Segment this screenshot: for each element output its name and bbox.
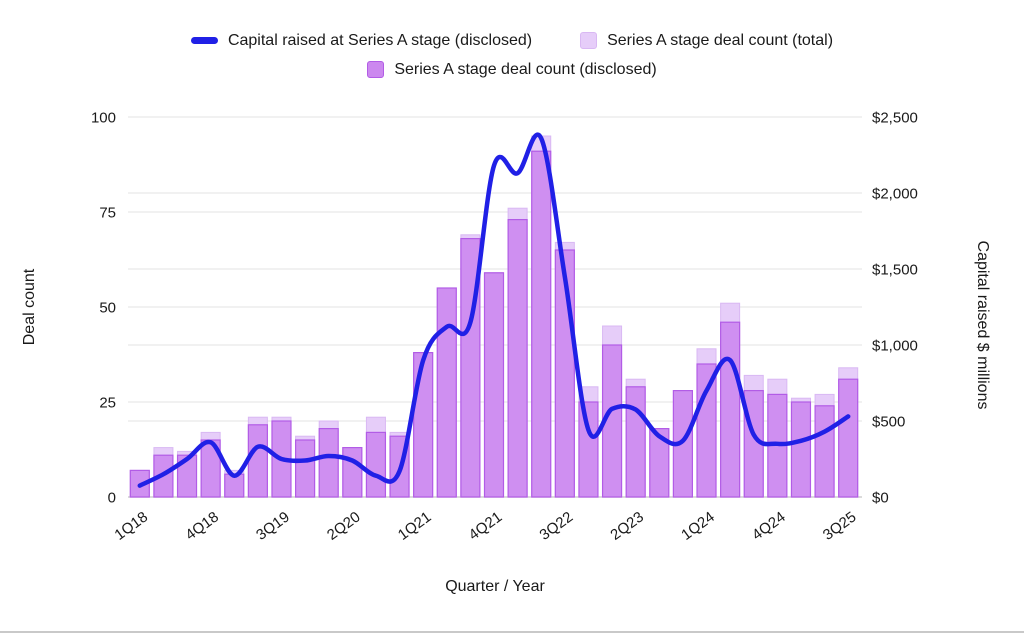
x-tick-label: 4Q18: [182, 508, 222, 543]
x-tick-label: 4Q21: [466, 508, 506, 543]
disclosed-bar: [365, 431, 387, 498]
legend-label-capital-line: Capital raised at Series A stage (disclo…: [227, 32, 533, 49]
disclosed-bar: [578, 401, 599, 498]
disclosed-bar: [294, 439, 316, 498]
line-swatch-icon: [190, 37, 218, 44]
disclosed-bar: [413, 352, 434, 498]
x-tick-label: 2Q20: [324, 508, 364, 543]
right-tick-label: $1,500: [872, 262, 918, 279]
x-tick-label: 2Q23: [607, 508, 647, 543]
disclosed-bar: [531, 150, 552, 498]
disclosed-bar: [318, 428, 339, 498]
disclosed-bar: [649, 428, 670, 498]
x-tick-label: 1Q18: [111, 508, 151, 543]
disclosed-bar: [342, 447, 363, 498]
x-axis-title: Quarter / Year: [445, 578, 545, 595]
disclosed-bar: [483, 272, 505, 498]
left-tick-label: 25: [99, 395, 116, 412]
bottom-divider: [0, 631, 1024, 633]
legend-row-1: Capital raised at Series A stage (disclo…: [190, 32, 833, 49]
disclosed-bar: [814, 405, 835, 498]
chart-legend: Capital raised at Series A stage (disclo…: [0, 32, 1024, 78]
x-tick-label: 1Q24: [678, 508, 718, 543]
x-tick-label: 3Q19: [253, 508, 293, 543]
left-tick-label: 100: [91, 110, 116, 127]
disclosed-swatch-icon: [367, 61, 385, 78]
legend-item-deal-count-total: Series A stage deal count (total): [580, 32, 833, 49]
right-tick-label: $2,500: [872, 110, 918, 127]
legend-item-deal-count-disclosed: Series A stage deal count (disclosed): [367, 61, 657, 78]
x-tick-label: 3Q22: [537, 508, 577, 543]
legend-label-deal-count-total: Series A stage deal count (total): [607, 32, 834, 49]
left-tick-label: 50: [99, 300, 116, 317]
disclosed-bar: [696, 363, 717, 498]
legend-row-2: Series A stage deal count (disclosed): [367, 61, 657, 78]
right-tick-label: $1,000: [872, 338, 918, 355]
total-swatch-icon: [580, 32, 598, 49]
right-tick-label: $0: [872, 490, 889, 507]
x-tick-label: 1Q21: [395, 508, 435, 543]
disclosed-bar: [176, 454, 198, 498]
disclosed-bar: [507, 219, 528, 498]
disclosed-bar: [838, 378, 859, 498]
capital-raised-line: [137, 132, 851, 488]
left-tick-label: 75: [99, 205, 116, 222]
right-tick-label: $500: [872, 414, 905, 431]
legend-item-capital-line: Capital raised at Series A stage (disclo…: [190, 32, 533, 49]
legend-label-deal-count-disclosed: Series A stage deal count (disclosed): [394, 61, 657, 78]
x-tick-label: 4Q24: [749, 508, 789, 543]
disclosed-bar: [247, 424, 268, 498]
right-tick-label: $2,000: [872, 186, 918, 203]
disclosed-bar: [436, 287, 457, 498]
disclosed-bar: [625, 386, 646, 498]
disclosed-bar: [720, 321, 741, 498]
x-tick-label: 3Q25: [820, 508, 860, 543]
left-tick-label: 0: [108, 490, 116, 507]
disclosed-bar: [790, 401, 812, 498]
